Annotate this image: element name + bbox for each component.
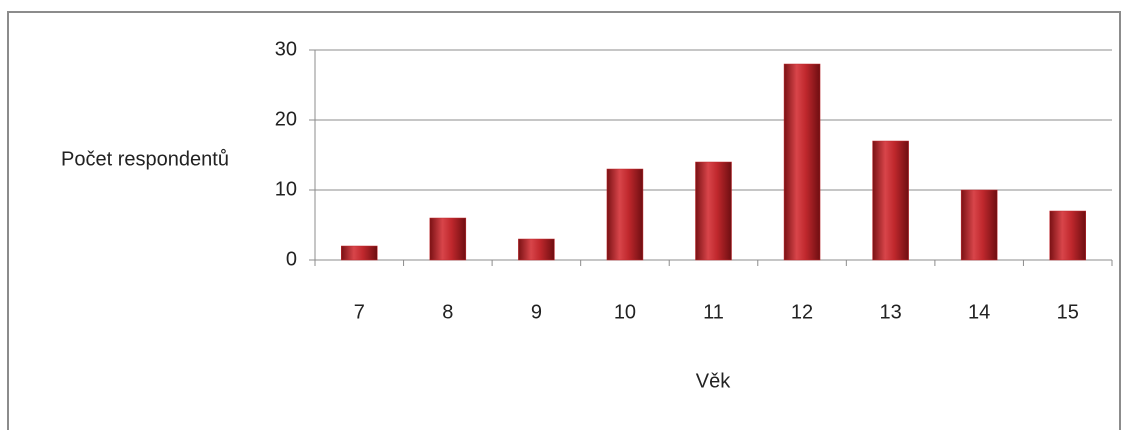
bar bbox=[606, 168, 644, 261]
y-tick-label: 20 bbox=[275, 108, 297, 130]
bar bbox=[518, 238, 555, 261]
x-tick-label: 15 bbox=[1057, 301, 1079, 323]
bar bbox=[429, 217, 467, 261]
chart-border bbox=[7, 11, 1121, 430]
x-tick-label: 12 bbox=[791, 301, 813, 323]
x-tick-label: 7 bbox=[354, 301, 365, 323]
bar bbox=[1049, 210, 1086, 261]
x-axis-title: Věk bbox=[696, 370, 731, 392]
y-tick-label: 10 bbox=[275, 178, 297, 200]
x-tick-label: 14 bbox=[968, 301, 990, 323]
y-axis-title: Počet respondentů bbox=[61, 148, 229, 170]
bar bbox=[341, 245, 378, 261]
bar bbox=[695, 161, 732, 261]
x-tick-label: 11 bbox=[703, 301, 724, 323]
bar bbox=[783, 63, 821, 261]
y-tick-label: 0 bbox=[286, 248, 297, 270]
x-tick-label: 10 bbox=[614, 301, 636, 323]
x-tick-label: 13 bbox=[879, 301, 901, 323]
bar bbox=[872, 140, 909, 261]
x-tick-label: 9 bbox=[531, 301, 542, 323]
y-tick-label: 30 bbox=[275, 38, 297, 60]
x-tick-label: 8 bbox=[442, 301, 453, 323]
bar bbox=[960, 189, 998, 261]
